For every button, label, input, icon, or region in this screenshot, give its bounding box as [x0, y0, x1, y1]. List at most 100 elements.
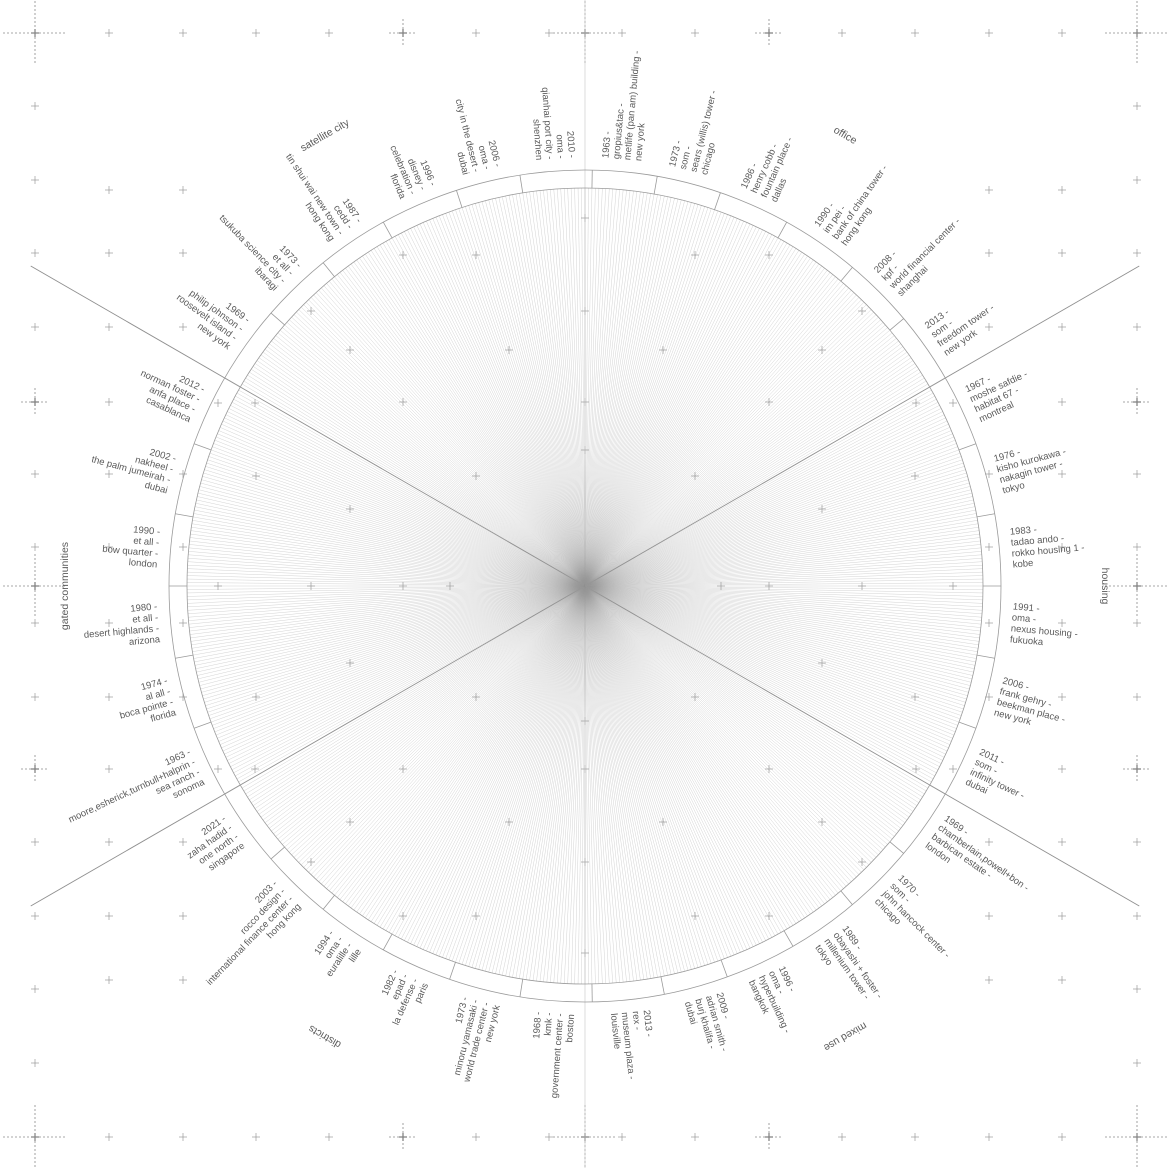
- radial-spoke: [550, 585, 586, 983]
- radial-spoke: [291, 585, 586, 855]
- segment-tick: [449, 962, 456, 980]
- crosshair-mark: [105, 976, 113, 984]
- radial-spoke: [584, 204, 699, 587]
- radial-spoke: [342, 585, 586, 902]
- radial-spoke: [526, 585, 586, 980]
- segment-tick: [322, 262, 335, 277]
- radial-spoke: [187, 585, 586, 597]
- radial-spoke: [404, 585, 586, 941]
- crosshair-mark: [912, 399, 920, 407]
- radial-spoke: [584, 335, 895, 587]
- crosshair-mark: [1133, 543, 1141, 551]
- radial-spoke: [213, 585, 586, 729]
- crosshair-mark: [179, 186, 187, 194]
- crosshair-mark: [1133, 176, 1141, 184]
- radial-spoke: [584, 210, 718, 587]
- radial-spoke: [584, 585, 965, 706]
- radial-spoke: [584, 585, 617, 983]
- radial-spoke: [577, 585, 586, 984]
- radial-spoke: [584, 585, 946, 755]
- radial-spoke: [584, 585, 672, 975]
- radial-spoke: [584, 585, 955, 736]
- radial-spoke: [371, 250, 586, 587]
- radial-spoke: [230, 405, 586, 587]
- radial-spoke: [271, 340, 586, 587]
- crosshair-mark: [985, 249, 993, 257]
- crosshair-mark: [1058, 1133, 1066, 1141]
- radial-spoke: [192, 585, 586, 652]
- radial-spoke: [584, 585, 940, 767]
- project-label-line: 1991 -: [1012, 601, 1040, 614]
- radial-spoke: [339, 585, 586, 900]
- radial-spoke: [485, 200, 586, 587]
- radial-spoke: [432, 585, 586, 954]
- crosshair-mark: [1058, 323, 1066, 331]
- project-label: 1990 -im pei -bank of china tower -hong …: [812, 151, 899, 248]
- radial-spoke: [337, 585, 586, 898]
- radial-spoke: [188, 554, 586, 587]
- crosshair-mark: [399, 912, 407, 920]
- radial-spoke: [247, 374, 586, 587]
- radial-spoke: [189, 585, 586, 635]
- radial-spoke: [195, 585, 586, 669]
- radial-spoke: [491, 198, 586, 587]
- radial-spoke: [564, 585, 586, 984]
- project-label-line: et all -: [132, 612, 159, 625]
- radial-spoke: [284, 585, 586, 848]
- radial-spoke: [584, 585, 776, 936]
- radial-spoke: [584, 585, 925, 795]
- project-label: 1976 -kisho kurokawa -nakagin tower -tok…: [993, 436, 1073, 497]
- radial-spoke: [584, 585, 722, 961]
- radial-spoke: [584, 585, 937, 773]
- project-label: 2013 -rex -museum plaza -louisville: [608, 1009, 659, 1081]
- radial-spoke: [584, 585, 802, 920]
- radial-spoke: [353, 261, 586, 587]
- radial-spoke: [519, 193, 586, 587]
- radial-spoke: [452, 585, 586, 962]
- radial-spoke: [584, 443, 957, 587]
- radial-spoke: [584, 213, 725, 587]
- radial-spoke: [458, 585, 586, 964]
- radial-spoke: [584, 236, 776, 587]
- radial-spoke: [584, 585, 712, 964]
- radial-spoke: [227, 585, 586, 761]
- crosshair-mark: [765, 765, 773, 773]
- radial-spoke: [217, 433, 586, 587]
- radial-spoke: [584, 561, 983, 587]
- crosshair-mark: [399, 765, 407, 773]
- radial-spoke: [584, 585, 769, 940]
- segment-tick: [456, 190, 463, 208]
- radial-spoke: [584, 585, 884, 850]
- radial-spoke: [394, 236, 586, 587]
- project-label: 1980 -et all -desert highlands -arizona: [81, 601, 161, 651]
- radial-spoke: [303, 585, 586, 868]
- crosshair-mark: [1058, 186, 1066, 194]
- radial-spoke: [189, 585, 586, 632]
- radial-spoke: [321, 585, 586, 885]
- crosshair-mark: [179, 912, 187, 920]
- radial-spoke: [187, 572, 586, 587]
- radial-spoke: [584, 377, 925, 587]
- radial-spoke: [280, 585, 586, 842]
- radial-spoke: [215, 585, 586, 736]
- radial-spoke: [584, 392, 934, 587]
- project-label-line: boston: [564, 1014, 577, 1043]
- radial-spoke: [584, 516, 977, 587]
- radial-spoke: [584, 513, 977, 587]
- segment-tick: [175, 513, 194, 518]
- radial-spoke: [584, 188, 589, 587]
- radial-spoke: [331, 585, 586, 894]
- radial-spoke: [584, 585, 978, 652]
- radial-spoke: [584, 585, 919, 803]
- radial-spoke: [584, 585, 906, 823]
- radial-spoke: [584, 585, 738, 954]
- radial-spoke: [584, 585, 860, 875]
- crosshair-mark: [31, 1133, 39, 1141]
- radial-spoke: [376, 246, 586, 587]
- radial-spoke: [584, 585, 747, 950]
- radial-spoke: [461, 207, 586, 587]
- project-label-line: world financial center -: [887, 216, 963, 292]
- radial-spoke: [188, 585, 586, 625]
- radial-spoke: [584, 198, 675, 587]
- segment-tick: [175, 654, 194, 659]
